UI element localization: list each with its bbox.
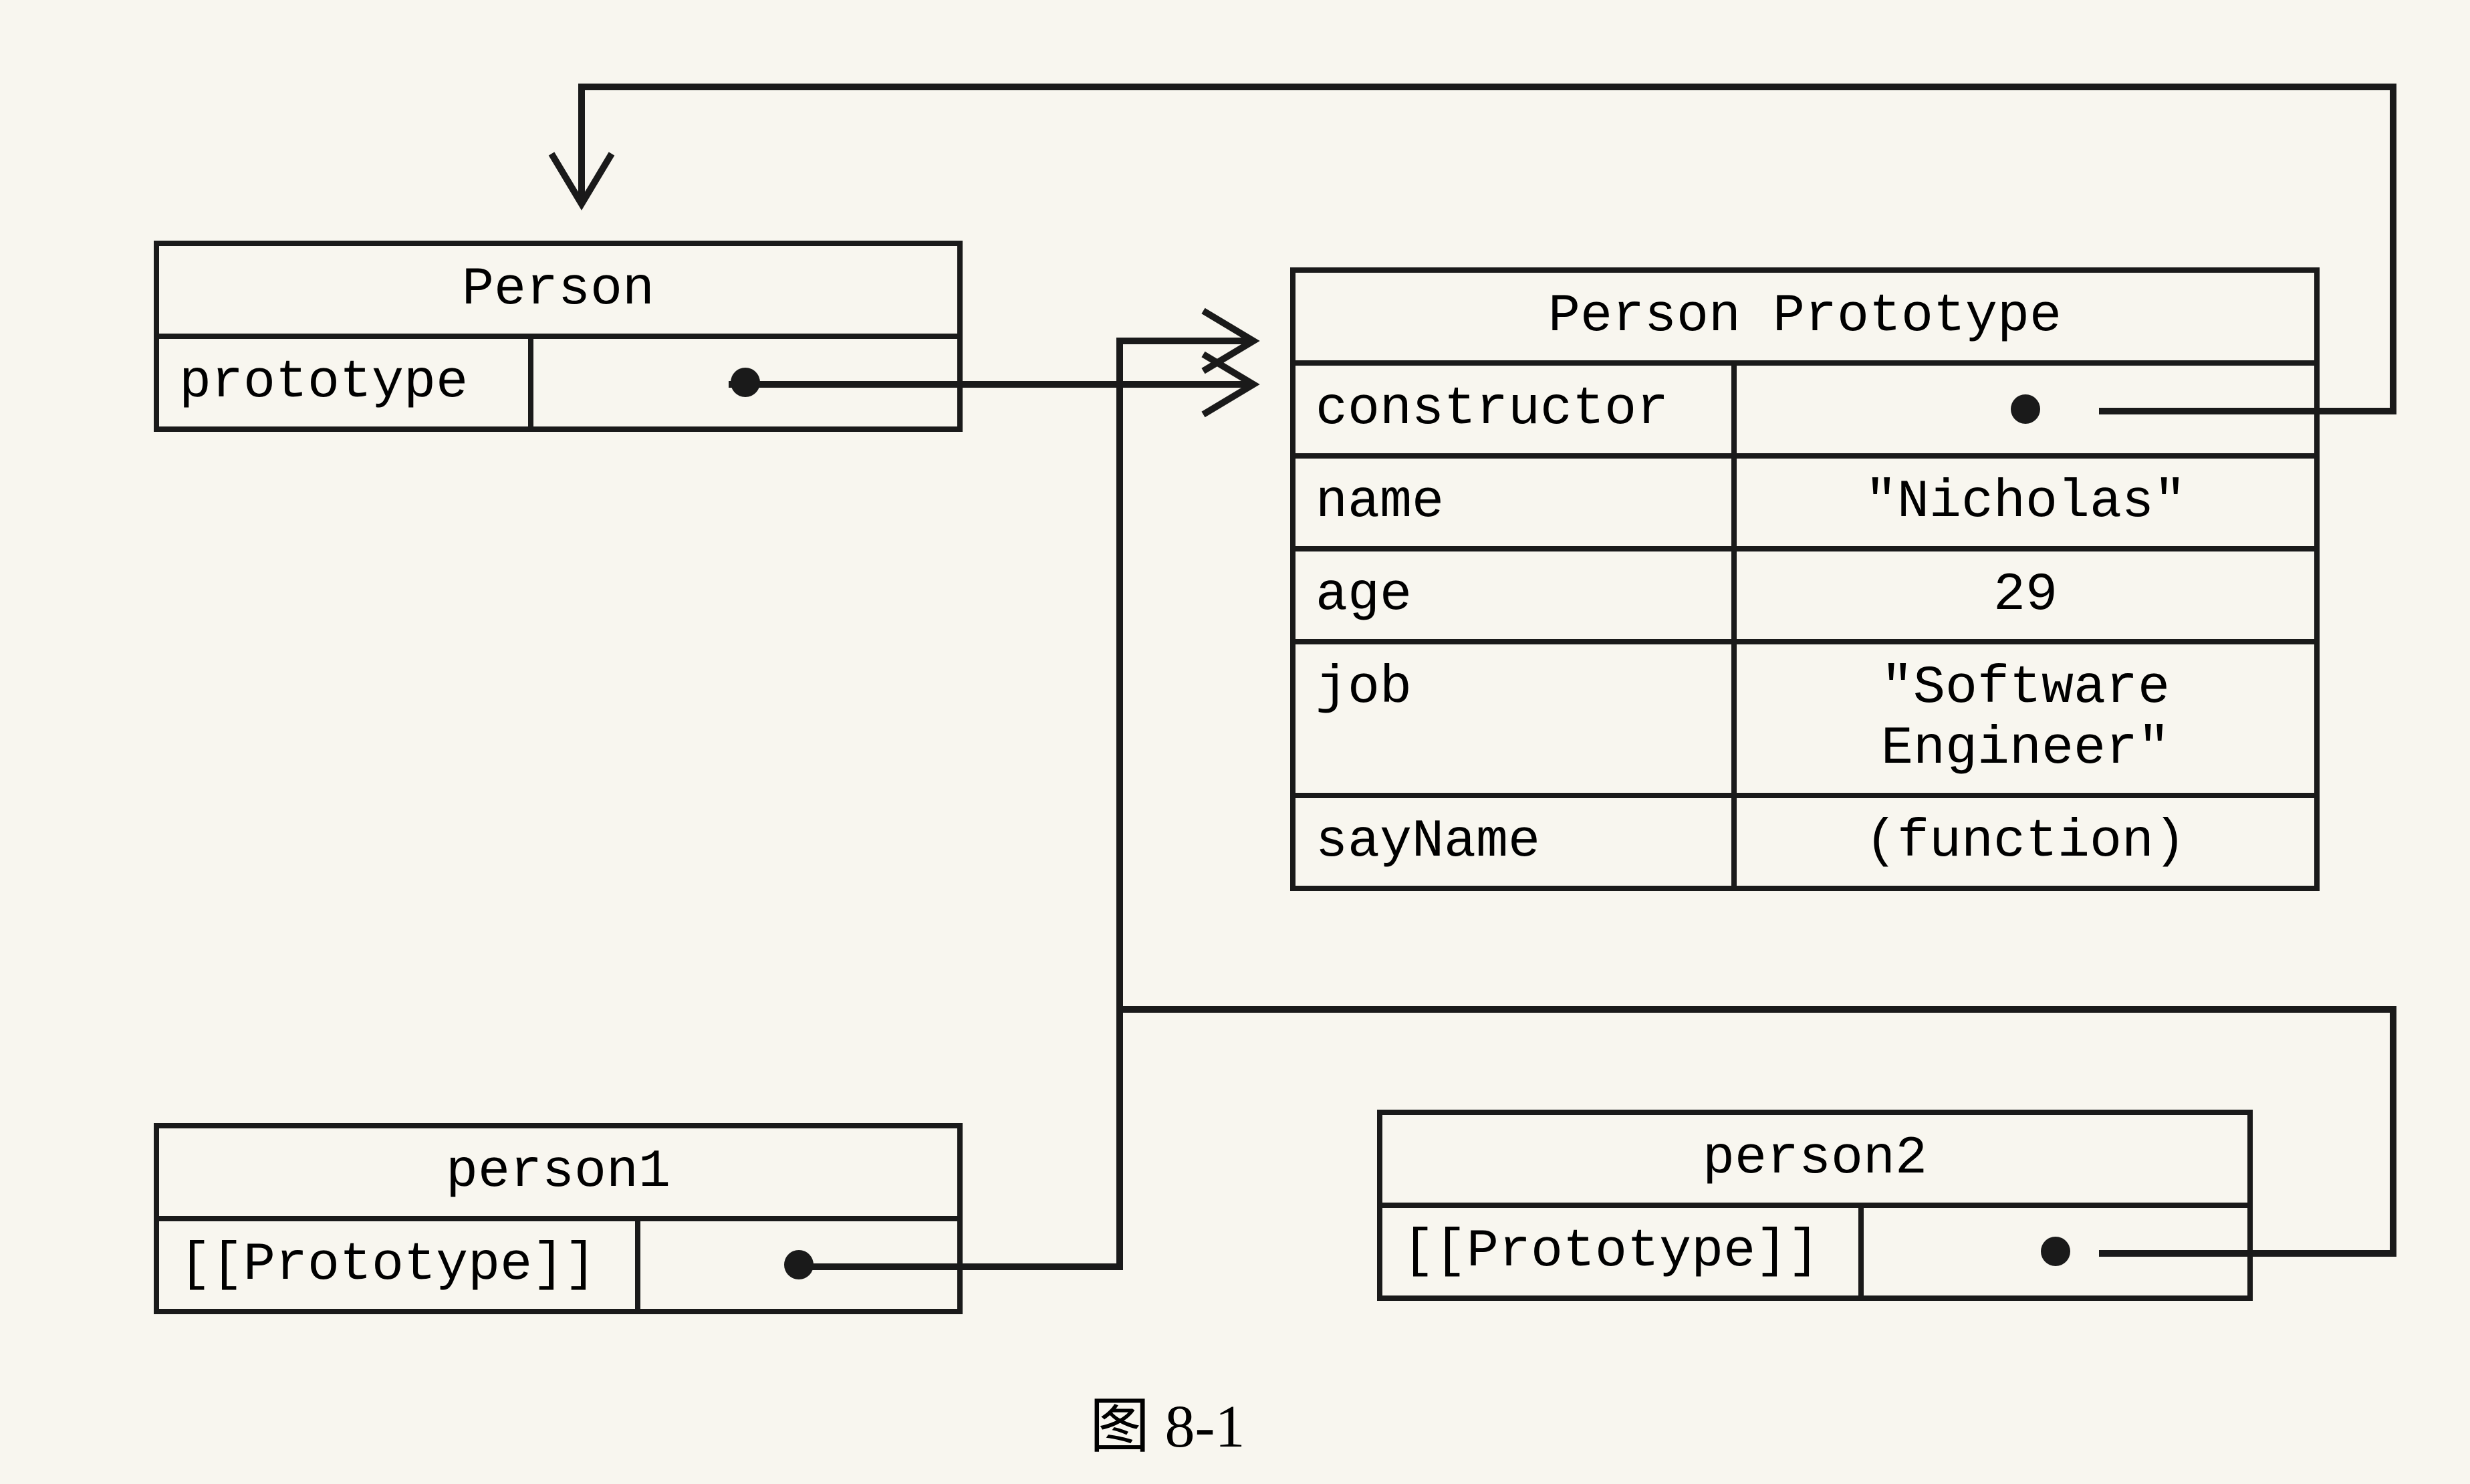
pointer-dot-icon — [784, 1250, 814, 1279]
person-prototype-key: prototype — [159, 339, 533, 426]
person-prototype-val — [533, 339, 957, 426]
proto-job-key: job — [1295, 644, 1737, 793]
person-box: Person prototype — [154, 241, 963, 432]
figure-caption: 图 8-1 — [1090, 1377, 1245, 1464]
prototype-box: Person Prototype constructor name "Nicho… — [1290, 267, 2320, 891]
proto-sayname-key: sayName — [1295, 798, 1737, 886]
prototype-box-title: Person Prototype — [1295, 273, 2314, 366]
diagram-canvas: Person prototype Person Prototype constr… — [0, 0, 2470, 1484]
arrowhead-icon — [551, 154, 612, 204]
proto-job-row: job "Software Engineer" — [1295, 644, 2314, 798]
proto-constructor-row: constructor — [1295, 366, 2314, 459]
person1-proto-row: [[Prototype]] — [159, 1221, 957, 1309]
person2-proto-val — [1864, 1208, 2247, 1295]
person2-box-title: person2 — [1382, 1115, 2247, 1208]
person1-box: person1 [[Prototype]] — [154, 1123, 963, 1314]
proto-sayname-row: sayName (function) — [1295, 798, 2314, 886]
proto-age-key: age — [1295, 551, 1737, 639]
person1-box-title: person1 — [159, 1128, 957, 1221]
proto-constructor-key: constructor — [1295, 366, 1737, 453]
person-prototype-row: prototype — [159, 339, 957, 426]
person1-proto-val — [640, 1221, 957, 1309]
proto-age-val: 29 — [1737, 551, 2314, 639]
pointer-dot-icon — [2041, 1237, 2070, 1266]
proto-name-key: name — [1295, 459, 1737, 546]
person2-box: person2 [[Prototype]] — [1377, 1110, 2253, 1301]
arrowhead-icon — [1203, 354, 1253, 414]
proto-sayname-val: (function) — [1737, 798, 2314, 886]
pointer-dot-icon — [731, 368, 760, 397]
proto-name-row: name "Nicholas" — [1295, 459, 2314, 551]
proto-constructor-val — [1737, 366, 2314, 453]
person2-proto-row: [[Prototype]] — [1382, 1208, 2247, 1295]
proto-name-val: "Nicholas" — [1737, 459, 2314, 546]
proto-age-row: age 29 — [1295, 551, 2314, 644]
proto-job-val: "Software Engineer" — [1737, 644, 2314, 793]
pointer-dot-icon — [2011, 394, 2040, 424]
person1-proto-key: [[Prototype]] — [159, 1221, 640, 1309]
person-box-title: Person — [159, 246, 957, 339]
arrowhead-icon — [1203, 311, 1253, 371]
person2-proto-key: [[Prototype]] — [1382, 1208, 1864, 1295]
